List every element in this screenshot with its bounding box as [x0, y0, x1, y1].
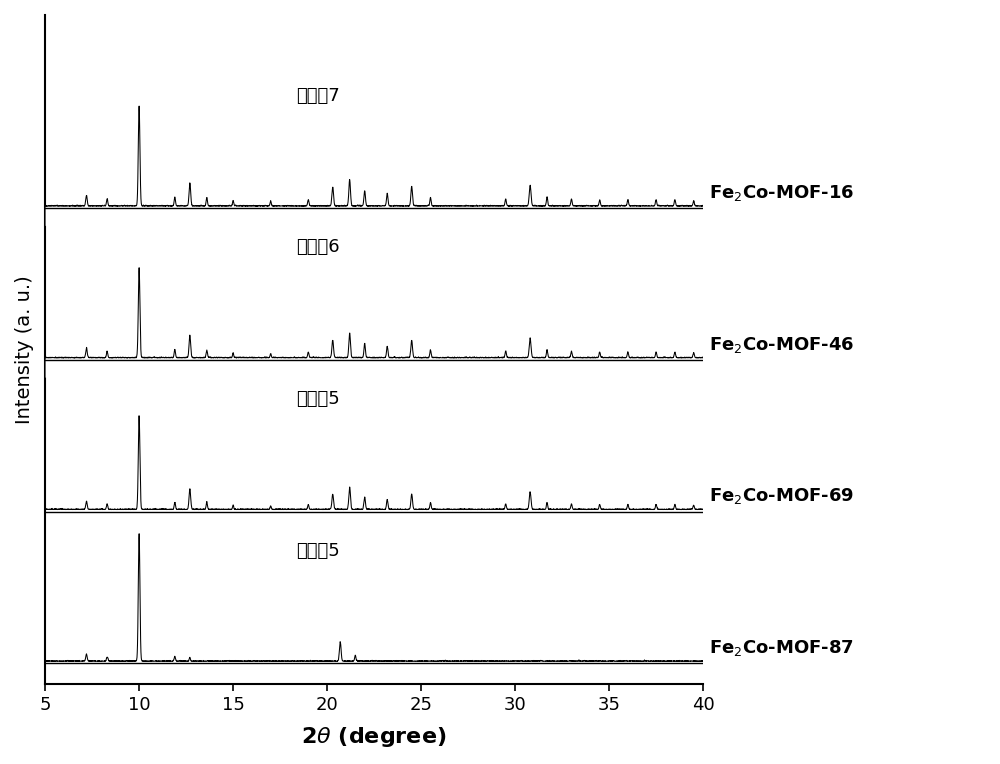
Text: Fe$_2$Co-MOF-87: Fe$_2$Co-MOF-87: [709, 638, 854, 659]
Text: 对比例5: 对比例5: [296, 390, 340, 408]
Y-axis label: Intensity (a. u.): Intensity (a. u.): [15, 275, 34, 424]
Text: 实施例5: 实施例5: [296, 542, 340, 560]
Text: 对比例6: 对比例6: [296, 238, 340, 257]
X-axis label: 2$\theta$ (degree): 2$\theta$ (degree): [301, 725, 447, 749]
Text: 对比例7: 对比例7: [296, 86, 340, 105]
Text: Fe$_2$Co-MOF-69: Fe$_2$Co-MOF-69: [709, 487, 854, 507]
Text: Fe$_2$Co-MOF-16: Fe$_2$Co-MOF-16: [709, 183, 854, 203]
Text: Fe$_2$Co-MOF-46: Fe$_2$Co-MOF-46: [709, 335, 854, 354]
